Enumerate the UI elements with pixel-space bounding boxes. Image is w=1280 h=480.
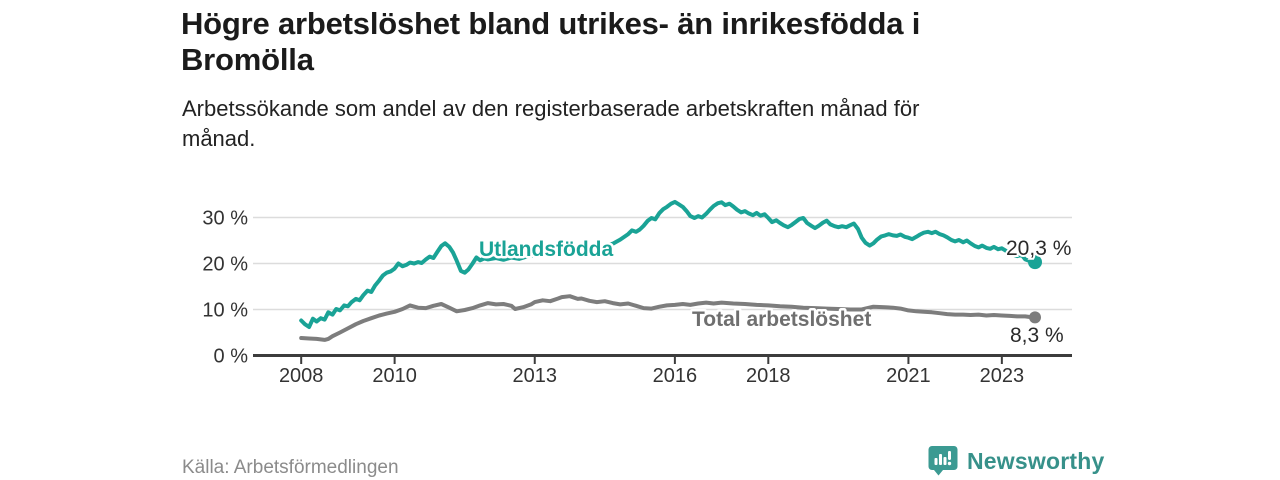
end-value-total: 8,3 % [1010, 324, 1064, 347]
brand-name: Newsworthy [967, 447, 1105, 474]
series-lines [299, 199, 1043, 342]
series-label-utlandsfodda: Utlandsfödda [479, 238, 613, 261]
y-axis-label: 10 % [202, 300, 248, 322]
logo-bars-icon [934, 451, 952, 466]
source-note: Källa: Arbetsförmedlingen [182, 457, 399, 478]
x-axis-label: 2021 [886, 365, 931, 387]
chart-subtitle: Arbetssökande som andel av den registerb… [182, 96, 920, 151]
x-axis-label: 2023 [980, 365, 1025, 387]
series-end-dot-utlandsfodda [1028, 255, 1043, 270]
newsworthy-logo-icon [928, 446, 958, 476]
series-end-dot-total [1029, 311, 1042, 324]
series-line-utlandsfodda [299, 199, 1037, 329]
x-axis-label: 2018 [746, 365, 791, 387]
gridlines [253, 216, 1072, 311]
logo-bubble [928, 446, 958, 476]
page-title: Högre arbetslöshet bland utrikes- än inr… [181, 6, 921, 78]
x-axis-label: 2008 [279, 365, 324, 387]
x-axis-label: 2016 [653, 365, 698, 387]
series-label-total: Total arbetslöshet [692, 308, 871, 331]
axes: 0 % 10 % 20 % 30 % 2008 2010 2013 2016 2018 2021 2… [202, 208, 1072, 387]
y-axis-label: 20 % [202, 254, 248, 276]
series-line-total [299, 294, 1037, 342]
y-axis-label: 0 % [214, 346, 249, 368]
newsworthy-logo: Newsworthy [928, 445, 1104, 477]
x-axis-label: 2010 [372, 365, 417, 387]
x-axis-label: 2013 [513, 365, 558, 387]
end-value-utlandsfodda: 20,3 % [1006, 237, 1071, 260]
y-axis-label: 30 % [202, 208, 248, 230]
